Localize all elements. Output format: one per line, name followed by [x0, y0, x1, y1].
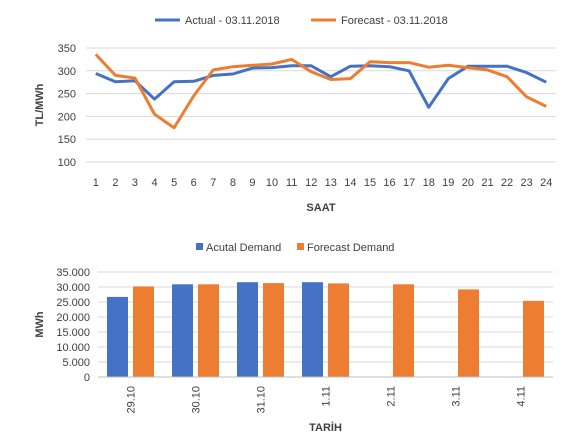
line-chart: Actual - 03.11.2018 Forecast - 03.11.2018…	[34, 15, 556, 214]
x-tick-label: 9	[249, 177, 255, 189]
x-tick-label: 16	[383, 177, 395, 189]
y-axis-title: MWh	[34, 311, 46, 338]
x-tick-label: 4	[151, 177, 157, 189]
legend-swatch-2	[297, 243, 304, 250]
x-tick-label: 19	[442, 177, 454, 189]
x-tick-label: 18	[423, 177, 435, 189]
y-tick-label: 0	[84, 372, 90, 384]
x-tick-label: 12	[305, 177, 317, 189]
y-tick-label: 30.000	[56, 282, 90, 294]
bar-forecast	[133, 286, 154, 377]
bar-actual	[107, 296, 128, 377]
x-tick-label: 29.10	[126, 386, 138, 414]
legend-swatch-1	[196, 243, 203, 250]
bar-forecast	[328, 283, 349, 377]
y-axis-title: TL/MWh	[34, 83, 46, 126]
x-tick-label: 23	[521, 177, 533, 189]
x-tick-label: 8	[230, 177, 236, 189]
x-tick-label: 24	[540, 177, 552, 189]
bar-actual	[172, 284, 193, 377]
x-tick-label: 2.11	[386, 386, 398, 407]
legend-label-1: Actual - 03.11.2018	[185, 15, 280, 27]
bar-actual	[302, 282, 323, 377]
x-tick-label: 13	[325, 177, 337, 189]
y-tick-label: 5.000	[62, 357, 90, 369]
x-tick-label: 2	[112, 177, 118, 189]
x-tick-label: 17	[403, 177, 415, 189]
x-tick-label: 7	[210, 177, 216, 189]
y-tick-label: 100	[58, 157, 76, 169]
x-tick-label: 14	[344, 177, 356, 189]
legend-label-1: Acutal Demand	[206, 242, 281, 254]
bar-forecast	[263, 283, 284, 377]
y-tick-label: 300	[58, 66, 76, 78]
y-tick-label: 200	[58, 111, 76, 123]
x-tick-label: 21	[481, 177, 493, 189]
legend-label-2: Forecast - 03.11.2018	[341, 15, 448, 27]
series-line-2	[94, 53, 547, 130]
x-tick-label: 22	[501, 177, 513, 189]
x-tick-label: 30.10	[191, 386, 203, 414]
x-tick-label: 1.11	[321, 386, 333, 407]
y-tick-label: 15.000	[56, 327, 90, 339]
y-tick-label: 35.000	[56, 267, 90, 279]
y-tick-label: 250	[58, 89, 76, 101]
series-line-1	[95, 64, 547, 109]
x-tick-label: 3.11	[451, 386, 463, 407]
legend-label-2: Forecast Demand	[307, 242, 394, 254]
x-tick-label: 10	[266, 177, 278, 189]
x-tick-label: 20	[462, 177, 474, 189]
x-tick-label: 11	[286, 177, 297, 189]
y-tick-label: 25.000	[56, 297, 90, 309]
bar-forecast	[393, 284, 414, 377]
x-tick-label: 4.11	[516, 386, 528, 407]
bar-actual	[237, 282, 258, 377]
x-tick-label: 3	[132, 177, 138, 189]
x-axis-title: SAAT	[306, 202, 335, 214]
x-tick-label: 31.10	[256, 386, 268, 414]
y-tick-label: 10.000	[56, 342, 90, 354]
x-tick-label: 1	[93, 177, 99, 189]
bar-forecast	[523, 300, 544, 377]
x-tick-label: 5	[171, 177, 177, 189]
x-tick-label: 15	[364, 177, 376, 189]
y-tick-label: 20.000	[56, 312, 90, 324]
x-axis-title: TARİH	[309, 421, 342, 434]
bar-forecast	[198, 284, 219, 377]
x-tick-label: 6	[191, 177, 197, 189]
bar-forecast	[458, 289, 479, 377]
y-tick-label: 150	[58, 134, 76, 146]
y-tick-label: 350	[58, 43, 76, 55]
